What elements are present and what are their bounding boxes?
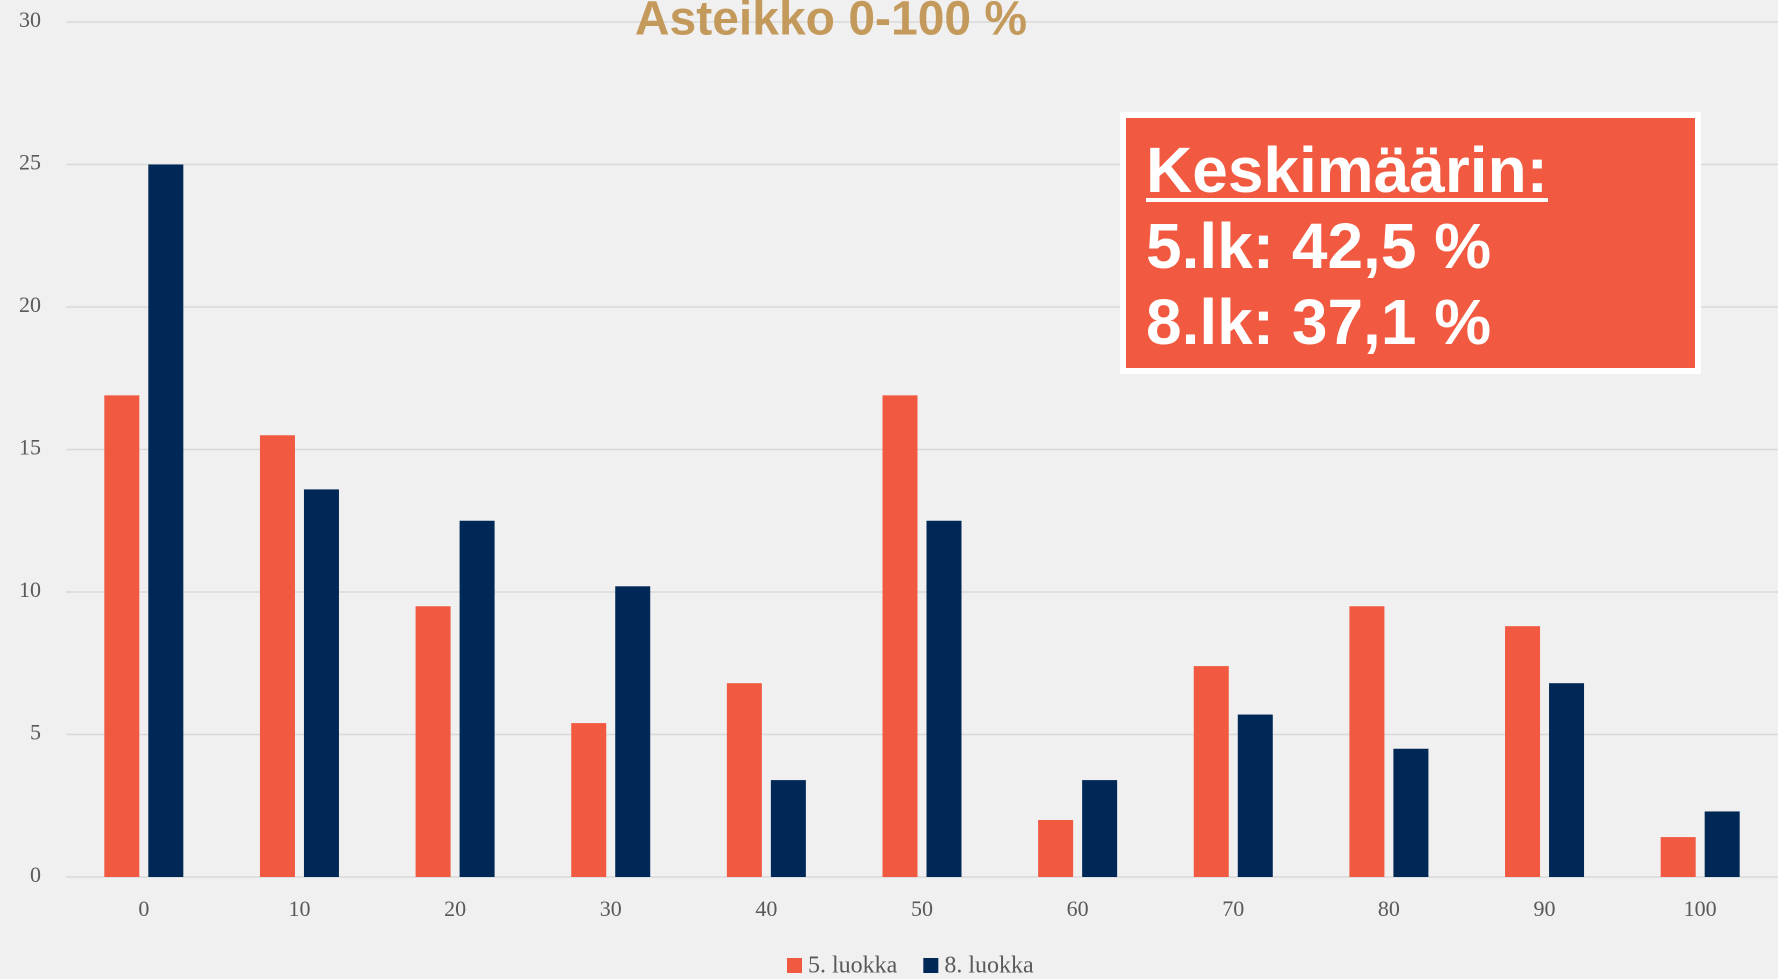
bar (1704, 811, 1740, 877)
annotation-text: 8.lk: 37,1 % (1146, 286, 1491, 358)
bar (882, 395, 918, 877)
y-tick-label: 10 (19, 577, 41, 602)
annotation-text: Keskimäärin: (1146, 134, 1548, 206)
x-tick-label: 60 (1067, 896, 1089, 921)
legend-label: 5. luokka (808, 953, 898, 979)
bar (726, 683, 762, 877)
y-tick-label: 30 (19, 7, 41, 32)
legend-swatch (923, 958, 939, 973)
bar (104, 395, 140, 877)
x-tick-label: 90 (1534, 896, 1556, 921)
x-tick-label: 80 (1378, 896, 1400, 921)
x-tick-label: 70 (1222, 896, 1244, 921)
bar (770, 780, 806, 877)
bar (459, 520, 495, 877)
x-tick-label: 0 (138, 896, 149, 921)
x-tick-label: 50 (911, 896, 933, 921)
bar (615, 586, 651, 877)
x-tick-label: 40 (755, 896, 777, 921)
bar (1660, 837, 1696, 877)
bar (1082, 780, 1118, 877)
bar (259, 435, 295, 877)
y-tick-label: 20 (19, 292, 41, 317)
legend-swatch (787, 958, 802, 973)
bar (1505, 626, 1541, 877)
bar (1549, 683, 1585, 877)
x-tick-label: 20 (444, 896, 466, 921)
bar (415, 606, 451, 877)
bar (1193, 666, 1229, 877)
x-tick-label: 10 (288, 896, 310, 921)
chart-title: Asteikko 0-100 % (635, 0, 1027, 46)
y-tick-label: 25 (19, 150, 41, 175)
bar (926, 520, 962, 877)
annotation-text: 5.lk: 42,5 % (1146, 210, 1491, 282)
y-tick-label: 5 (30, 720, 41, 745)
bar (1393, 748, 1429, 877)
annotation-box (1120, 112, 1701, 374)
y-tick-label: 15 (19, 435, 41, 460)
y-tick-label: 0 (30, 862, 41, 887)
x-tick-label: 100 (1684, 896, 1717, 921)
bar (303, 489, 339, 877)
bar (148, 164, 184, 877)
bar (1349, 606, 1385, 877)
x-tick-label: 30 (600, 896, 622, 921)
bar (1237, 714, 1273, 877)
legend-label: 8. luokka (944, 953, 1034, 979)
bar (571, 723, 607, 877)
bar (1038, 820, 1074, 877)
